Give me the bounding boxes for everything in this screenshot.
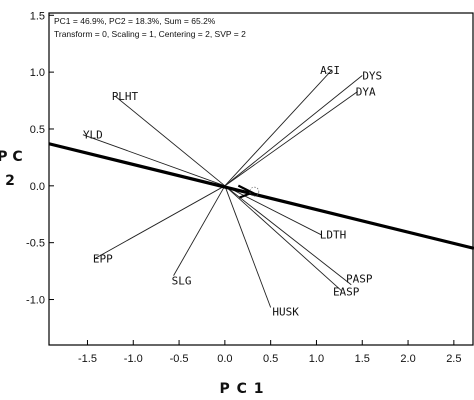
vector-ldth [224,185,322,236]
vector-plht [114,95,226,187]
vector-label: EASP [333,285,360,298]
vector-label: HUSK [272,305,299,318]
x-tick-label: -1.0 [124,353,143,365]
vector-easp [224,185,342,291]
vector-dya [224,91,358,187]
vector-label: YLD [83,129,103,142]
y-tick-label: 1.5 [30,10,45,22]
y-tick-label: 0.5 [30,124,45,136]
x-tick-label: 2.5 [446,353,461,365]
vector-husk [224,185,272,308]
ideal-point [249,186,260,197]
x-tick-label: 1.0 [309,353,324,365]
y-axis-ticks: -1.0 -0.5 0.0 0.5 1.0 1.5 [26,10,54,307]
vector-label: PASP [346,273,373,286]
x-tick-label: 1.5 [355,353,370,365]
vector-dys [224,75,363,187]
vector-label: ASI [320,64,340,77]
annotation-settings: Transform = 0, Scaling = 1, Centering = … [54,29,246,39]
x-axis-ticks: -1.5 -1.0 -0.5 0.0 0.5 1.0 1.5 2.0 2.5 [78,340,461,365]
y-tick-label: -1.0 [26,295,45,307]
x-tick-label: 0.5 [263,353,278,365]
x-tick-label: 0.0 [217,353,232,365]
ideal-arrowhead [237,184,256,199]
vector-label: PLHT [112,90,139,103]
vector-asi [224,69,333,187]
plot-frame [48,12,474,346]
x-tick-label: -1.5 [78,353,97,365]
annotation-variance: PC1 = 46.9%, PC2 = 18.3%, Sum = 65.2% [54,16,216,26]
vector-pasp [224,185,352,286]
x-axis-title: P C 1 [219,381,264,397]
x-tick-label: 2.0 [400,353,415,365]
vector-epp [94,185,226,259]
vector-label: SLG [172,275,192,288]
y-axis-title-line1: P C [0,149,23,165]
y-axis-title: P C 2 [0,149,23,189]
ideal-axis-line [48,142,474,250]
vector-yld [82,134,226,187]
vector-slg [173,185,226,276]
x-tick-label: -0.5 [170,353,189,365]
vector-label: LDTH [320,229,347,242]
vector-label: DYA [356,85,376,98]
y-tick-label: 1.0 [30,67,45,79]
y-axis-title-line2: 2 [5,173,15,189]
vector-label: DYS [362,70,382,83]
y-tick-label: 0.0 [30,181,45,193]
ideal-axis [48,142,474,250]
y-tick-label: -0.5 [26,238,45,250]
vector-label: EPP [93,253,113,266]
